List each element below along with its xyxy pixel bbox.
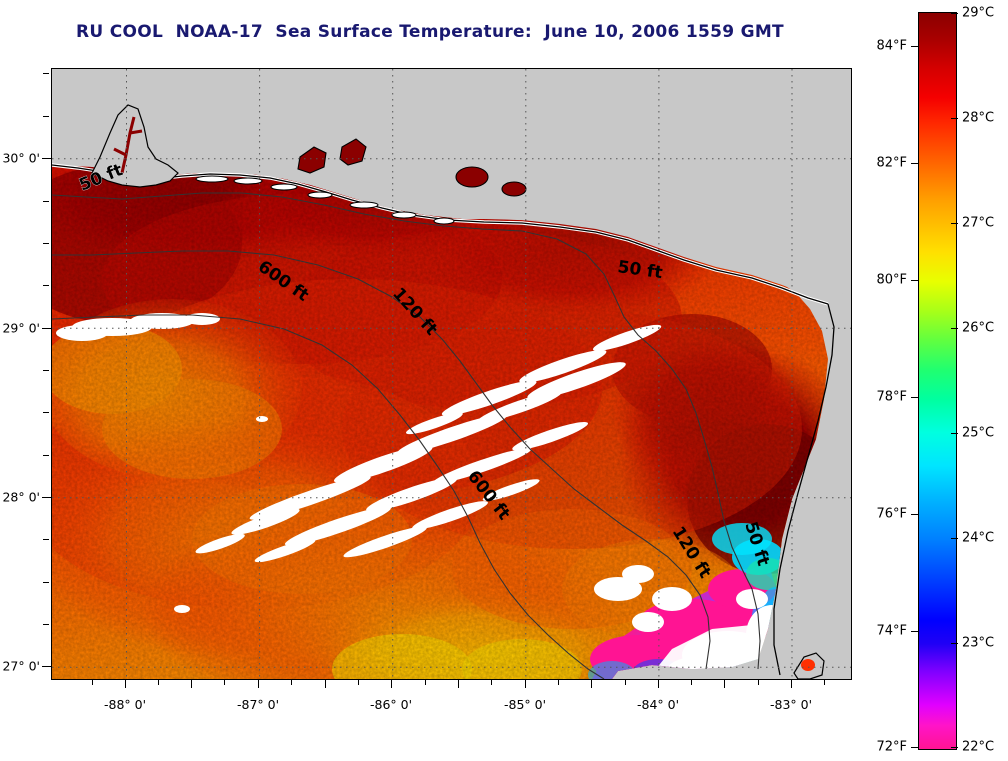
x-tick-minor <box>558 679 559 685</box>
delta-channels <box>113 116 143 174</box>
x-tick-major <box>791 679 792 688</box>
cb-tick-f <box>911 280 918 281</box>
x-tick-major <box>658 679 659 688</box>
mississippi-delta <box>91 104 179 188</box>
x-tick-major <box>191 679 192 688</box>
cb-tick-c <box>951 643 958 644</box>
x-axis-label-1: -87° 0' <box>236 697 280 712</box>
x-tick-minor <box>291 679 292 685</box>
x-tick-major <box>525 679 526 688</box>
x-tick-major <box>591 679 592 688</box>
cb-fahrenheit-label-76: 76°F <box>876 506 907 522</box>
x-tick-minor <box>358 679 359 685</box>
y-tick-minor <box>43 116 49 117</box>
y-tick-minor <box>43 624 49 625</box>
cb-fahrenheit-label-80: 80°F <box>876 272 907 288</box>
x-tick-minor <box>824 679 825 685</box>
y-tick-minor <box>43 243 49 244</box>
x-axis-label-0: -88° 0' <box>103 697 147 712</box>
cb-fahrenheit-label-82: 82°F <box>876 155 907 171</box>
y-tick-minor <box>43 370 49 371</box>
y-tick-major <box>42 666 51 667</box>
y-axis-label-3: 27° 0' <box>2 658 40 674</box>
cb-celsius-label-23: 23°C <box>962 635 995 651</box>
y-tick-minor <box>43 582 49 583</box>
temperature-colorbar <box>918 12 957 750</box>
bathymetry-contours <box>52 192 761 679</box>
y-tick-major <box>42 158 51 159</box>
y-tick-minor <box>43 285 49 286</box>
cb-tick-f <box>911 631 918 632</box>
x-tick-minor <box>125 679 126 688</box>
x-tick-minor <box>491 679 492 685</box>
x-axis-label-3: -85° 0' <box>503 697 547 712</box>
x-axis-label-4: -84° 0' <box>636 697 680 712</box>
page-title: RU COOL NOAA-17 Sea Surface Temperature:… <box>76 22 784 42</box>
cb-fahrenheit-label-78: 78°F <box>876 389 907 405</box>
cb-tick-f <box>911 163 918 164</box>
y-tick-minor <box>43 455 49 456</box>
cb-celsius-label-22: 22°C <box>962 739 995 755</box>
cb-celsius-label-25: 25°C <box>962 425 995 441</box>
cb-celsius-label-26: 26°C <box>962 320 995 336</box>
cb-tick-f <box>911 46 918 47</box>
x-tick-minor <box>224 679 225 685</box>
land-masses <box>52 69 851 679</box>
y-tick-minor <box>43 73 49 74</box>
cb-celsius-label-28: 28°C <box>962 110 995 126</box>
cb-tick-f <box>911 747 918 748</box>
colorbar-gradient <box>919 13 956 749</box>
y-tick-minor <box>43 412 49 413</box>
x-tick-major <box>724 679 725 688</box>
cb-fahrenheit-label-72: 72°F <box>876 739 907 755</box>
barrier-islands <box>195 175 455 225</box>
y-tick-major <box>42 497 51 498</box>
cb-tick-c <box>951 13 958 14</box>
x-axis-label-2: -86° 0' <box>369 697 413 712</box>
cb-tick-c <box>951 118 958 119</box>
cb-fahrenheit-label-74: 74°F <box>876 623 907 639</box>
x-tick-minor <box>691 679 692 685</box>
cb-tick-c <box>951 747 958 748</box>
cb-celsius-label-24: 24°C <box>962 530 995 546</box>
cb-tick-c <box>951 538 958 539</box>
y-axis-label-2: 28° 0' <box>2 489 40 505</box>
map-gridlines <box>52 69 851 679</box>
cb-tick-c <box>951 433 958 434</box>
x-tick-major <box>325 679 326 688</box>
x-tick-minor <box>158 679 159 685</box>
x-tick-major <box>458 679 459 688</box>
y-axis-label-1: 29° 0' <box>2 320 40 336</box>
x-axis-label-5: -83° 0' <box>769 697 813 712</box>
x-tick-major <box>391 679 392 688</box>
y-axis-label-0: 30° 0' <box>2 150 40 166</box>
x-tick-minor <box>625 679 626 685</box>
x-tick-minor <box>758 679 759 685</box>
y-tick-major <box>42 328 51 329</box>
cb-fahrenheit-label-84: 84°F <box>876 38 907 54</box>
sst-map-canvas: 50 ft 600 ft 120 ft 50 ft 600 ft 120 ft … <box>52 69 851 679</box>
x-tick-minor <box>425 679 426 685</box>
cb-tick-f <box>911 514 918 515</box>
cb-tick-f <box>911 397 918 398</box>
y-tick-minor <box>43 539 49 540</box>
cb-celsius-label-29: 29°C <box>962 5 995 21</box>
sst-map: 50 ft 600 ft 120 ft 50 ft 600 ft 120 ft … <box>51 68 852 680</box>
tampa-bay-water <box>801 659 815 671</box>
cb-tick-c <box>951 223 958 224</box>
cb-tick-c <box>951 328 958 329</box>
x-tick-minor <box>92 679 93 685</box>
cb-celsius-label-27: 27°C <box>962 215 995 231</box>
y-tick-minor <box>43 201 49 202</box>
x-tick-major <box>258 679 259 688</box>
